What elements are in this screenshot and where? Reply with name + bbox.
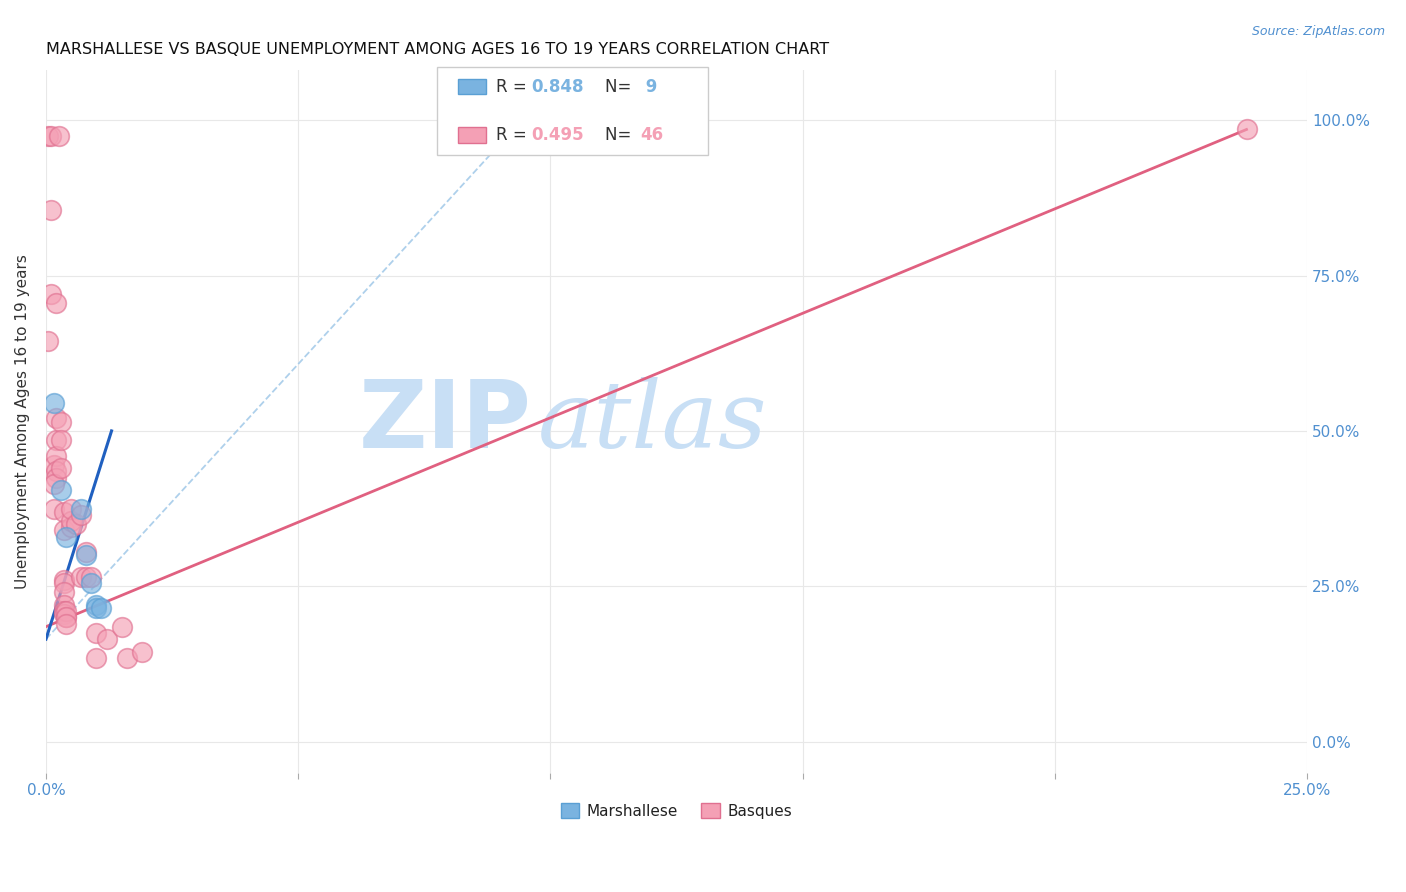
Point	[45, 449, 67, 463]
Legend: Marshallese, Basques: Marshallese, Basques	[555, 797, 799, 825]
Point	[1236, 122, 1258, 136]
Point	[52, 524, 75, 538]
Point	[111, 620, 134, 634]
Point	[42, 458, 65, 472]
Point	[52, 505, 75, 519]
Point	[49, 434, 72, 448]
Point	[42, 501, 65, 516]
Point	[75, 545, 97, 559]
Point	[86, 601, 108, 615]
Point	[70, 501, 93, 516]
Point	[55, 530, 77, 544]
Point	[52, 576, 75, 591]
Point	[45, 296, 67, 310]
Point	[52, 573, 75, 587]
Point	[86, 598, 108, 612]
Point	[70, 508, 93, 522]
Text: MARSHALLESE VS BASQUE UNEMPLOYMENT AMONG AGES 16 TO 19 YEARS CORRELATION CHART: MARSHALLESE VS BASQUE UNEMPLOYMENT AMONG…	[46, 42, 830, 57]
Point	[60, 514, 83, 528]
Point	[49, 415, 72, 429]
Text: ZIP: ZIP	[359, 376, 531, 467]
Text: 46: 46	[640, 126, 664, 144]
Point	[37, 128, 59, 143]
Point	[96, 632, 118, 646]
Point	[39, 203, 62, 218]
Point	[60, 501, 83, 516]
Point	[45, 470, 67, 484]
Point	[55, 610, 77, 624]
FancyBboxPatch shape	[437, 67, 709, 154]
Point	[52, 598, 75, 612]
FancyBboxPatch shape	[458, 128, 486, 143]
Point	[49, 483, 72, 497]
Point	[55, 616, 77, 631]
Point	[39, 287, 62, 301]
Point	[115, 650, 138, 665]
Point	[55, 604, 77, 618]
Point	[49, 461, 72, 475]
Point	[75, 548, 97, 562]
Point	[45, 411, 67, 425]
Point	[52, 604, 75, 618]
Point	[80, 570, 103, 584]
Point	[52, 607, 75, 622]
Point	[90, 601, 112, 615]
Text: 0.495: 0.495	[531, 126, 583, 144]
Point	[42, 476, 65, 491]
Point	[70, 570, 93, 584]
Text: R =: R =	[496, 126, 533, 144]
Text: R =: R =	[496, 78, 533, 95]
Point	[55, 610, 77, 624]
Text: N=: N=	[605, 126, 637, 144]
Point	[52, 585, 75, 599]
Text: 9: 9	[640, 78, 658, 95]
Point	[75, 570, 97, 584]
Point	[131, 644, 153, 658]
Point	[80, 576, 103, 591]
Point	[86, 650, 108, 665]
Text: Source: ZipAtlas.com: Source: ZipAtlas.com	[1251, 25, 1385, 38]
Point	[65, 517, 87, 532]
Point	[60, 520, 83, 534]
Point	[39, 128, 62, 143]
Text: atlas: atlas	[537, 376, 768, 467]
Text: 0.848: 0.848	[531, 78, 583, 95]
Point	[45, 434, 67, 448]
Y-axis label: Unemployment Among Ages 16 to 19 years: Unemployment Among Ages 16 to 19 years	[15, 254, 30, 589]
Point	[45, 464, 67, 478]
Point	[86, 626, 108, 640]
Point	[48, 128, 70, 143]
FancyBboxPatch shape	[458, 78, 486, 95]
Point	[42, 396, 65, 410]
Point	[37, 334, 59, 348]
Text: N=: N=	[605, 78, 637, 95]
